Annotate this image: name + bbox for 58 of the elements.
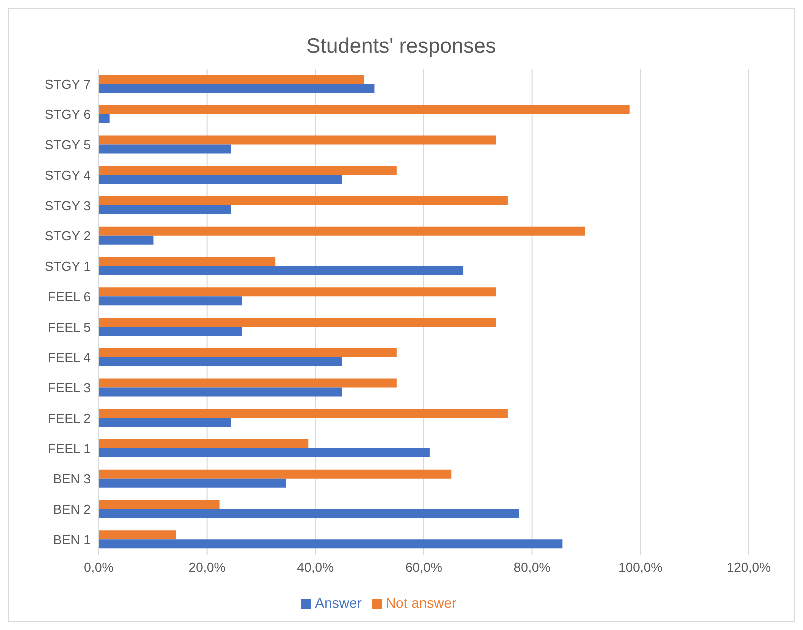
bar (99, 509, 520, 518)
bar (99, 105, 630, 114)
y-tick-label: STGY 6 (44, 107, 91, 122)
x-tick-label: 60,0% (406, 560, 443, 576)
bar (99, 175, 342, 184)
bar (99, 206, 232, 214)
bar (99, 470, 452, 479)
x-tick-label: 120,0% (726, 560, 772, 576)
y-tick-label: FEEL 4 (48, 350, 91, 366)
legend-label: Not answer (386, 595, 457, 611)
y-tick-label: FEEL 5 (48, 320, 91, 335)
bar (99, 114, 110, 124)
bar (99, 478, 286, 488)
x-tick-label: 100,0% (618, 560, 664, 576)
bar (99, 418, 232, 428)
chart-title: Students' responses (306, 34, 498, 60)
bar (99, 540, 563, 549)
bar (99, 357, 342, 366)
bar (99, 440, 309, 448)
legend-label: Answer (315, 595, 362, 611)
bar (99, 226, 586, 236)
y-tick-label: STGY 1 (44, 259, 91, 274)
bar (99, 388, 342, 397)
x-tick-label: 80,0% (514, 560, 552, 576)
bar (99, 348, 397, 358)
y-tick-label: BEN 3 (53, 472, 91, 487)
bar (99, 530, 176, 540)
y-tick-label: STGY 3 (44, 198, 91, 214)
bar (99, 288, 496, 297)
y-tick-label: FEEL 1 (48, 441, 91, 456)
bar (99, 136, 496, 145)
bar (99, 236, 154, 245)
y-tick-label: FEEL 6 (48, 289, 91, 304)
y-tick-label: FEEL 3 (48, 380, 91, 396)
bar (99, 75, 364, 84)
bar (99, 378, 397, 388)
bar (99, 257, 276, 266)
bar (99, 196, 508, 206)
x-tick-label: 20,0% (188, 560, 226, 576)
bar (99, 266, 464, 276)
y-tick-label: BEN 2 (53, 502, 91, 518)
bar (99, 318, 496, 327)
bar (99, 144, 232, 154)
y-tick-label: BEN 1 (53, 532, 91, 548)
bar (99, 166, 397, 176)
x-tick-label: 40,0% (297, 560, 335, 576)
y-tick-label: FEEL 2 (48, 410, 91, 426)
bar (99, 500, 220, 510)
y-tick-label: STGY 5 (44, 138, 91, 153)
bar (99, 448, 430, 458)
y-tick-label: STGY 7 (44, 76, 91, 92)
bar (99, 327, 242, 336)
y-tick-label: STGY 4 (44, 168, 91, 183)
bar (99, 84, 375, 93)
y-tick-label: STGY 2 (44, 228, 91, 244)
bar (99, 296, 242, 306)
bar (99, 409, 508, 418)
x-tick-label: 0,0% (84, 560, 114, 576)
